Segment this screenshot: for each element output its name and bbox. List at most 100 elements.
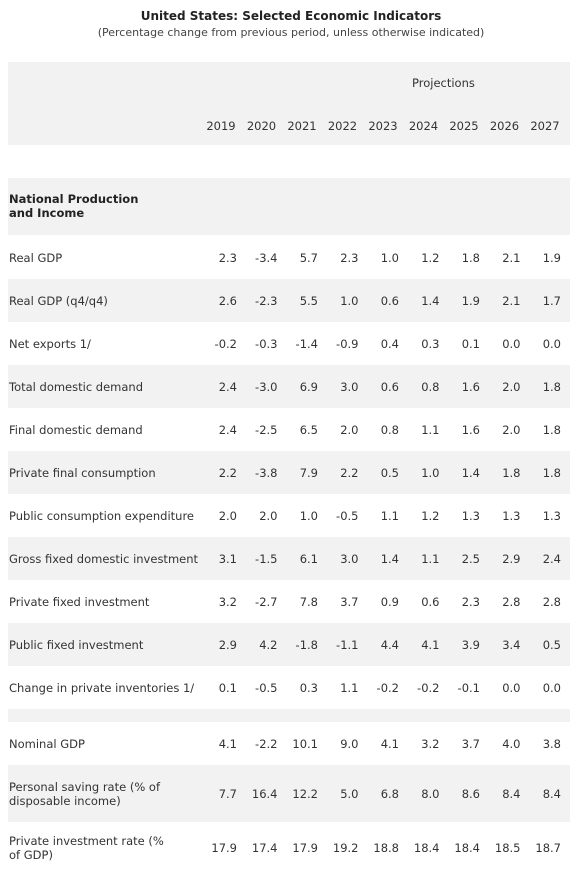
cell-value: 2.0 bbox=[502, 422, 521, 437]
cell-value: -3.4 bbox=[255, 250, 278, 265]
cell-value: 3.8 bbox=[542, 736, 561, 751]
cell-value: 0.6 bbox=[380, 293, 399, 308]
cell-value: 6.8 bbox=[380, 786, 399, 801]
cell-value: -0.3 bbox=[255, 336, 278, 351]
cell-value: -1.4 bbox=[295, 336, 318, 351]
cell-value: -3.8 bbox=[255, 465, 278, 480]
cell-value: 2.3 bbox=[461, 594, 480, 609]
row-label: Public fixed investment bbox=[9, 637, 144, 652]
cell-value: 6.1 bbox=[299, 551, 318, 566]
year-header: 2024 bbox=[408, 119, 439, 133]
cell-value: 18.4 bbox=[454, 841, 480, 855]
cell-value: -0.2 bbox=[417, 680, 440, 695]
cell-value: 2.4 bbox=[542, 551, 561, 566]
cell-value: 2.4 bbox=[218, 379, 237, 394]
cell-value: 1.6 bbox=[461, 422, 480, 437]
cell-value: 8.4 bbox=[542, 786, 561, 801]
cell-value: 2.1 bbox=[502, 293, 521, 308]
cell-value: 6.5 bbox=[299, 422, 318, 437]
cell-value: 1.0 bbox=[340, 293, 359, 308]
cell-value: -1.1 bbox=[336, 637, 359, 652]
row-label: Private fixed investment bbox=[9, 594, 150, 609]
row-label: Private investment rate (% of GDP) bbox=[9, 834, 164, 862]
cell-value: -2.3 bbox=[255, 293, 278, 308]
cell-value: 0.0 bbox=[542, 336, 561, 351]
year-header: 2025 bbox=[449, 119, 479, 133]
row-label: Public consumption expenditure bbox=[9, 508, 194, 523]
cell-value: 2.0 bbox=[259, 508, 278, 523]
subtitle: (Percentage change from previous period,… bbox=[97, 26, 485, 39]
row-band bbox=[8, 623, 570, 666]
year-header: 2021 bbox=[287, 119, 317, 133]
cell-value: 3.2 bbox=[421, 736, 440, 751]
cell-value: 3.7 bbox=[340, 594, 359, 609]
cell-value: -1.8 bbox=[295, 637, 318, 652]
cell-value: 2.4 bbox=[218, 422, 237, 437]
cell-value: 1.3 bbox=[542, 508, 561, 523]
cell-value: 1.1 bbox=[421, 551, 440, 566]
cell-value: 0.8 bbox=[380, 422, 399, 437]
cell-value: 2.8 bbox=[502, 594, 521, 609]
cell-value: 2.6 bbox=[218, 293, 237, 308]
cell-value: 4.1 bbox=[380, 736, 399, 751]
cell-value: -0.1 bbox=[457, 680, 480, 695]
cell-value: 2.9 bbox=[502, 551, 521, 566]
row-band bbox=[8, 279, 570, 322]
cell-value: 18.8 bbox=[373, 841, 399, 855]
projections-label: Projections bbox=[412, 76, 475, 90]
row-label: Personal saving rate (% of disposable in… bbox=[9, 779, 160, 808]
cell-value: 3.2 bbox=[218, 594, 237, 609]
cell-value: 4.1 bbox=[218, 736, 237, 751]
cell-value: 1.3 bbox=[502, 508, 521, 523]
cell-value: 0.9 bbox=[380, 594, 399, 609]
cell-value: 12.2 bbox=[292, 786, 318, 801]
cell-value: 19.2 bbox=[332, 841, 359, 855]
cell-value: 2.0 bbox=[502, 379, 521, 394]
cell-value: 0.1 bbox=[461, 336, 480, 351]
cell-value: 9.0 bbox=[340, 736, 359, 751]
cell-value: 0.5 bbox=[542, 637, 561, 652]
cell-value: 1.8 bbox=[542, 379, 561, 394]
cell-value: 1.2 bbox=[421, 250, 440, 265]
cell-value: 2.3 bbox=[218, 250, 237, 265]
cell-value: -2.2 bbox=[255, 736, 278, 751]
cell-value: 1.8 bbox=[461, 250, 480, 265]
cell-value: 3.0 bbox=[340, 551, 359, 566]
cell-value: 1.0 bbox=[380, 250, 399, 265]
cell-value: 0.5 bbox=[380, 465, 399, 480]
cell-value: 1.3 bbox=[461, 508, 480, 523]
cell-value: 8.6 bbox=[461, 786, 480, 801]
cell-value: 18.7 bbox=[535, 841, 561, 855]
cell-value: 0.8 bbox=[421, 379, 440, 394]
cell-value: 3.4 bbox=[502, 637, 521, 652]
cell-value: 18.4 bbox=[413, 841, 440, 855]
cell-value: 1.1 bbox=[421, 422, 440, 437]
cell-value: 0.3 bbox=[421, 336, 440, 351]
cell-value: 1.4 bbox=[421, 293, 440, 308]
cell-value: -0.5 bbox=[336, 508, 359, 523]
cell-value: -0.2 bbox=[214, 336, 237, 351]
cell-value: 4.2 bbox=[259, 637, 278, 652]
cell-value: 1.0 bbox=[421, 465, 440, 480]
cell-value: 1.8 bbox=[502, 465, 521, 480]
spacer-band bbox=[8, 709, 570, 722]
cell-value: 1.2 bbox=[421, 508, 440, 523]
cell-value: -1.5 bbox=[255, 551, 278, 566]
cell-value: 0.6 bbox=[421, 594, 440, 609]
cell-value: 1.9 bbox=[461, 293, 480, 308]
row-band bbox=[8, 365, 570, 408]
cell-value: 3.1 bbox=[218, 551, 237, 566]
cell-value: 5.7 bbox=[299, 250, 318, 265]
cell-value: 2.1 bbox=[502, 250, 521, 265]
row-label: Total domestic demand bbox=[9, 379, 144, 394]
cell-value: 0.4 bbox=[380, 336, 399, 351]
year-header: 2022 bbox=[327, 119, 358, 133]
cell-value: 2.3 bbox=[340, 250, 359, 265]
cell-value: -2.5 bbox=[255, 422, 278, 437]
year-header: 2026 bbox=[489, 119, 520, 133]
cell-value: 8.0 bbox=[421, 786, 440, 801]
cell-value: 7.7 bbox=[218, 786, 237, 801]
cell-value: 0.6 bbox=[380, 379, 399, 394]
cell-value: 7.9 bbox=[299, 465, 318, 480]
year-header: 2019 bbox=[206, 119, 236, 133]
